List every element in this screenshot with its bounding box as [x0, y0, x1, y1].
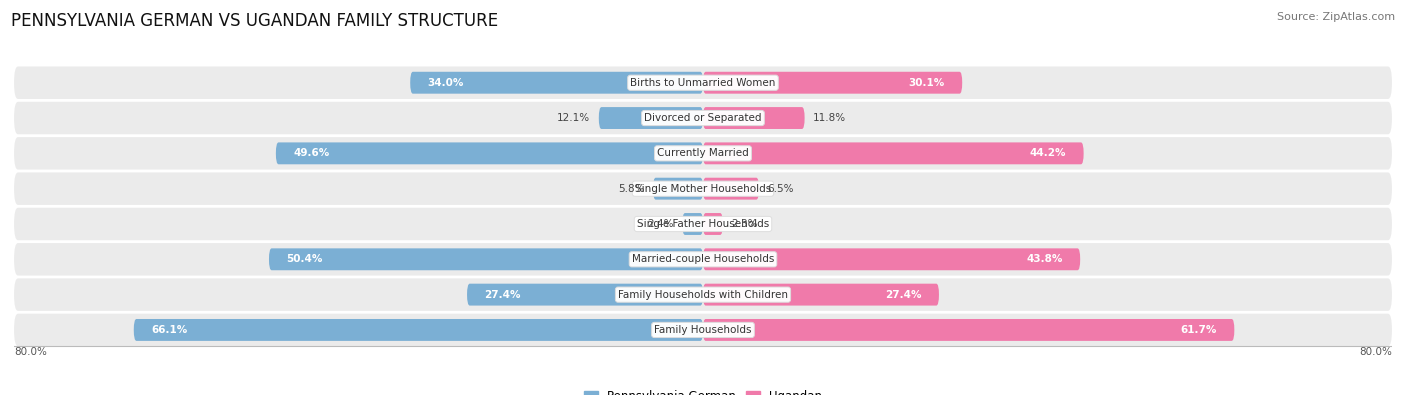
FancyBboxPatch shape: [703, 213, 723, 235]
Text: 80.0%: 80.0%: [14, 347, 46, 357]
FancyBboxPatch shape: [703, 284, 939, 306]
Text: Source: ZipAtlas.com: Source: ZipAtlas.com: [1277, 12, 1395, 22]
Text: 27.4%: 27.4%: [484, 290, 520, 300]
FancyBboxPatch shape: [703, 143, 1084, 164]
FancyBboxPatch shape: [703, 178, 759, 199]
Text: 2.4%: 2.4%: [647, 219, 673, 229]
Text: Married-couple Households: Married-couple Households: [631, 254, 775, 264]
FancyBboxPatch shape: [467, 284, 703, 306]
Legend: Pennsylvania German, Ugandan: Pennsylvania German, Ugandan: [579, 385, 827, 395]
FancyBboxPatch shape: [411, 72, 703, 94]
FancyBboxPatch shape: [14, 66, 1392, 99]
FancyBboxPatch shape: [599, 107, 703, 129]
Text: Single Father Households: Single Father Households: [637, 219, 769, 229]
Text: PENNSYLVANIA GERMAN VS UGANDAN FAMILY STRUCTURE: PENNSYLVANIA GERMAN VS UGANDAN FAMILY ST…: [11, 12, 498, 30]
Text: 66.1%: 66.1%: [150, 325, 187, 335]
Text: 80.0%: 80.0%: [1360, 347, 1392, 357]
Text: 12.1%: 12.1%: [557, 113, 591, 123]
Text: Family Households with Children: Family Households with Children: [619, 290, 787, 300]
FancyBboxPatch shape: [14, 314, 1392, 346]
FancyBboxPatch shape: [682, 213, 703, 235]
FancyBboxPatch shape: [703, 107, 804, 129]
FancyBboxPatch shape: [703, 248, 1080, 270]
Text: Single Mother Households: Single Mother Households: [636, 184, 770, 194]
FancyBboxPatch shape: [14, 208, 1392, 240]
FancyBboxPatch shape: [14, 102, 1392, 134]
FancyBboxPatch shape: [652, 178, 703, 199]
Text: Divorced or Separated: Divorced or Separated: [644, 113, 762, 123]
FancyBboxPatch shape: [276, 143, 703, 164]
Text: 49.6%: 49.6%: [292, 149, 329, 158]
FancyBboxPatch shape: [14, 278, 1392, 311]
Text: Currently Married: Currently Married: [657, 149, 749, 158]
Text: 34.0%: 34.0%: [427, 78, 464, 88]
Text: 44.2%: 44.2%: [1031, 149, 1066, 158]
Text: 30.1%: 30.1%: [908, 78, 945, 88]
Text: 11.8%: 11.8%: [813, 113, 846, 123]
FancyBboxPatch shape: [703, 319, 1234, 341]
Text: 61.7%: 61.7%: [1181, 325, 1218, 335]
Text: 27.4%: 27.4%: [886, 290, 922, 300]
Text: 6.5%: 6.5%: [768, 184, 794, 194]
Text: 50.4%: 50.4%: [287, 254, 322, 264]
FancyBboxPatch shape: [269, 248, 703, 270]
Text: Births to Unmarried Women: Births to Unmarried Women: [630, 78, 776, 88]
FancyBboxPatch shape: [14, 137, 1392, 169]
FancyBboxPatch shape: [14, 173, 1392, 205]
Text: 2.3%: 2.3%: [731, 219, 758, 229]
Text: 5.8%: 5.8%: [619, 184, 644, 194]
Text: Family Households: Family Households: [654, 325, 752, 335]
FancyBboxPatch shape: [134, 319, 703, 341]
FancyBboxPatch shape: [14, 243, 1392, 276]
Text: 43.8%: 43.8%: [1026, 254, 1063, 264]
FancyBboxPatch shape: [703, 72, 962, 94]
